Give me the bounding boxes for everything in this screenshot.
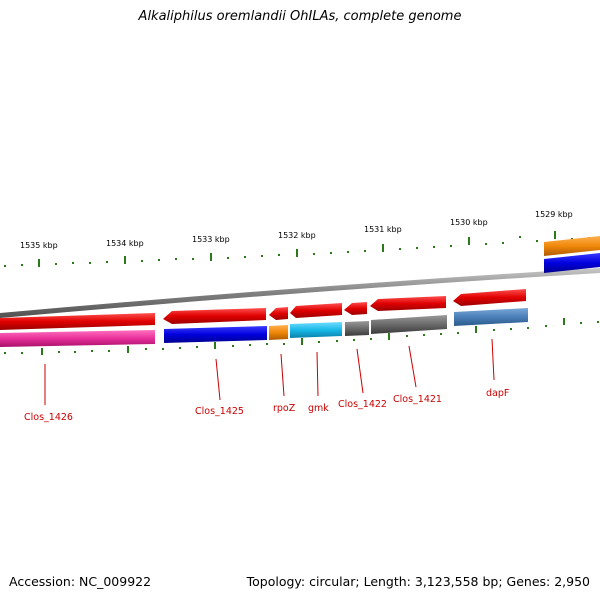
cog-feature-clos-1426 xyxy=(0,330,155,347)
gene-label-rpoz: rpoZ xyxy=(273,403,296,414)
cog-feature-clos-1422 xyxy=(345,321,369,336)
scale-ticks-lower xyxy=(4,318,599,355)
cog-feature-dapf xyxy=(454,308,528,326)
scale-label-1534: 1534 kbp xyxy=(106,239,144,248)
gene-label-gmk: gmk xyxy=(308,403,329,414)
gene-arrow-clos-1421[interactable] xyxy=(370,296,446,311)
gene-arrow-rpoz[interactable] xyxy=(269,307,288,320)
cds-track xyxy=(0,289,526,330)
genome-summary-text: Topology: circular; Length: 3,123,558 bp… xyxy=(246,574,590,589)
gene-label-clos-1425: Clos_1425 xyxy=(195,406,244,417)
leader-clos-1425 xyxy=(215,358,221,401)
cog-feature-rpoz xyxy=(269,325,288,340)
cog-feature-clos-1425 xyxy=(164,326,267,343)
gene-label-clos-1422: Clos_1422 xyxy=(338,399,387,410)
cog-track xyxy=(0,308,528,347)
leader-dapf xyxy=(491,338,495,381)
gene-arrow-clos-1425[interactable] xyxy=(163,308,266,324)
gene-label-dapf: dapF xyxy=(486,388,509,399)
upper-right-genes xyxy=(544,236,600,273)
scale-label-1533: 1533 kbp xyxy=(192,235,230,244)
accession-text: Accession: NC_009922 xyxy=(9,574,152,589)
gene-arrow-clos-1422[interactable] xyxy=(344,302,367,315)
scale-label-1530: 1530 kbp xyxy=(450,218,488,227)
scale-label-1529: 1529 kbp xyxy=(535,210,573,219)
gene-arrow-gmk[interactable] xyxy=(290,303,342,318)
gene-labels: Clos_1426 Clos_1425 rpoZ gmk Clos_1422 C… xyxy=(24,388,509,423)
scale-label-1531: 1531 kbp xyxy=(364,225,402,234)
map-title: Alkaliphilus oremlandii OhILAs, complete… xyxy=(138,9,462,24)
scale-labels-upper: 1535 kbp 1534 kbp 1533 kbp 1532 kbp 1531… xyxy=(20,210,573,250)
gene-feature-orange-upper xyxy=(544,236,600,256)
gene-feature-blue-upper xyxy=(544,253,600,273)
gene-arrow-dapf[interactable] xyxy=(453,289,526,306)
scale-label-1535: 1535 kbp xyxy=(20,241,58,250)
gene-arrow-clos-1426[interactable] xyxy=(0,313,155,330)
cog-feature-gmk xyxy=(290,322,342,338)
gene-label-clos-1421: Clos_1421 xyxy=(393,394,442,405)
leader-rpoz xyxy=(280,353,285,397)
cog-feature-clos-1421 xyxy=(371,315,447,334)
scale-label-1532: 1532 kbp xyxy=(278,231,316,240)
genome-backbone xyxy=(0,268,600,318)
label-leaders xyxy=(44,338,495,405)
leader-clos-1422 xyxy=(356,348,364,394)
leader-gmk xyxy=(316,351,319,397)
gene-label-clos-1426: Clos_1426 xyxy=(24,412,73,423)
leader-clos-1421 xyxy=(408,345,417,388)
